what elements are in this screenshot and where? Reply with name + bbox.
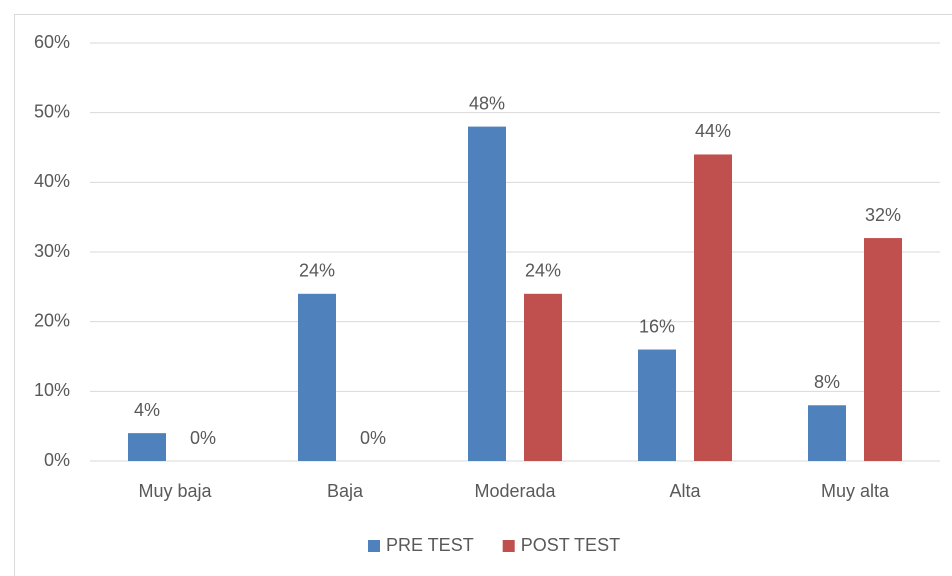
y-tick-label: 50% [34, 101, 70, 121]
value-label: 32% [865, 205, 901, 225]
value-label: 48% [469, 93, 505, 113]
value-label: 0% [190, 428, 216, 448]
legend-label: POST TEST [521, 535, 620, 555]
bar [128, 433, 166, 461]
y-tick-label: 60% [34, 32, 70, 52]
legend-swatch [368, 540, 380, 552]
value-label: 24% [299, 261, 335, 281]
value-label: 16% [639, 316, 675, 336]
legend-swatch [502, 540, 515, 552]
x-tick-label: Baja [327, 481, 364, 501]
x-tick-label: Muy alta [821, 481, 890, 501]
x-tick-label: Alta [669, 481, 701, 501]
bar [864, 238, 902, 461]
x-tick-label: Moderada [474, 481, 556, 501]
y-tick-label: 40% [34, 171, 70, 191]
x-tick-label: Muy baja [138, 481, 212, 501]
y-tick-label: 0% [44, 450, 70, 470]
bar [524, 293, 562, 461]
bar [694, 154, 732, 461]
y-tick-label: 10% [34, 380, 70, 400]
bar [808, 405, 846, 461]
y-tick-label: 20% [34, 310, 70, 330]
legend-label: PRE TEST [386, 535, 474, 555]
bar [638, 349, 676, 461]
y-tick-label: 30% [34, 241, 70, 261]
bar [298, 293, 336, 461]
value-label: 8% [814, 372, 840, 392]
value-label: 0% [360, 428, 386, 448]
value-label: 4% [134, 400, 160, 420]
value-label: 44% [695, 121, 731, 141]
bar [468, 126, 506, 461]
value-label: 24% [525, 261, 561, 281]
